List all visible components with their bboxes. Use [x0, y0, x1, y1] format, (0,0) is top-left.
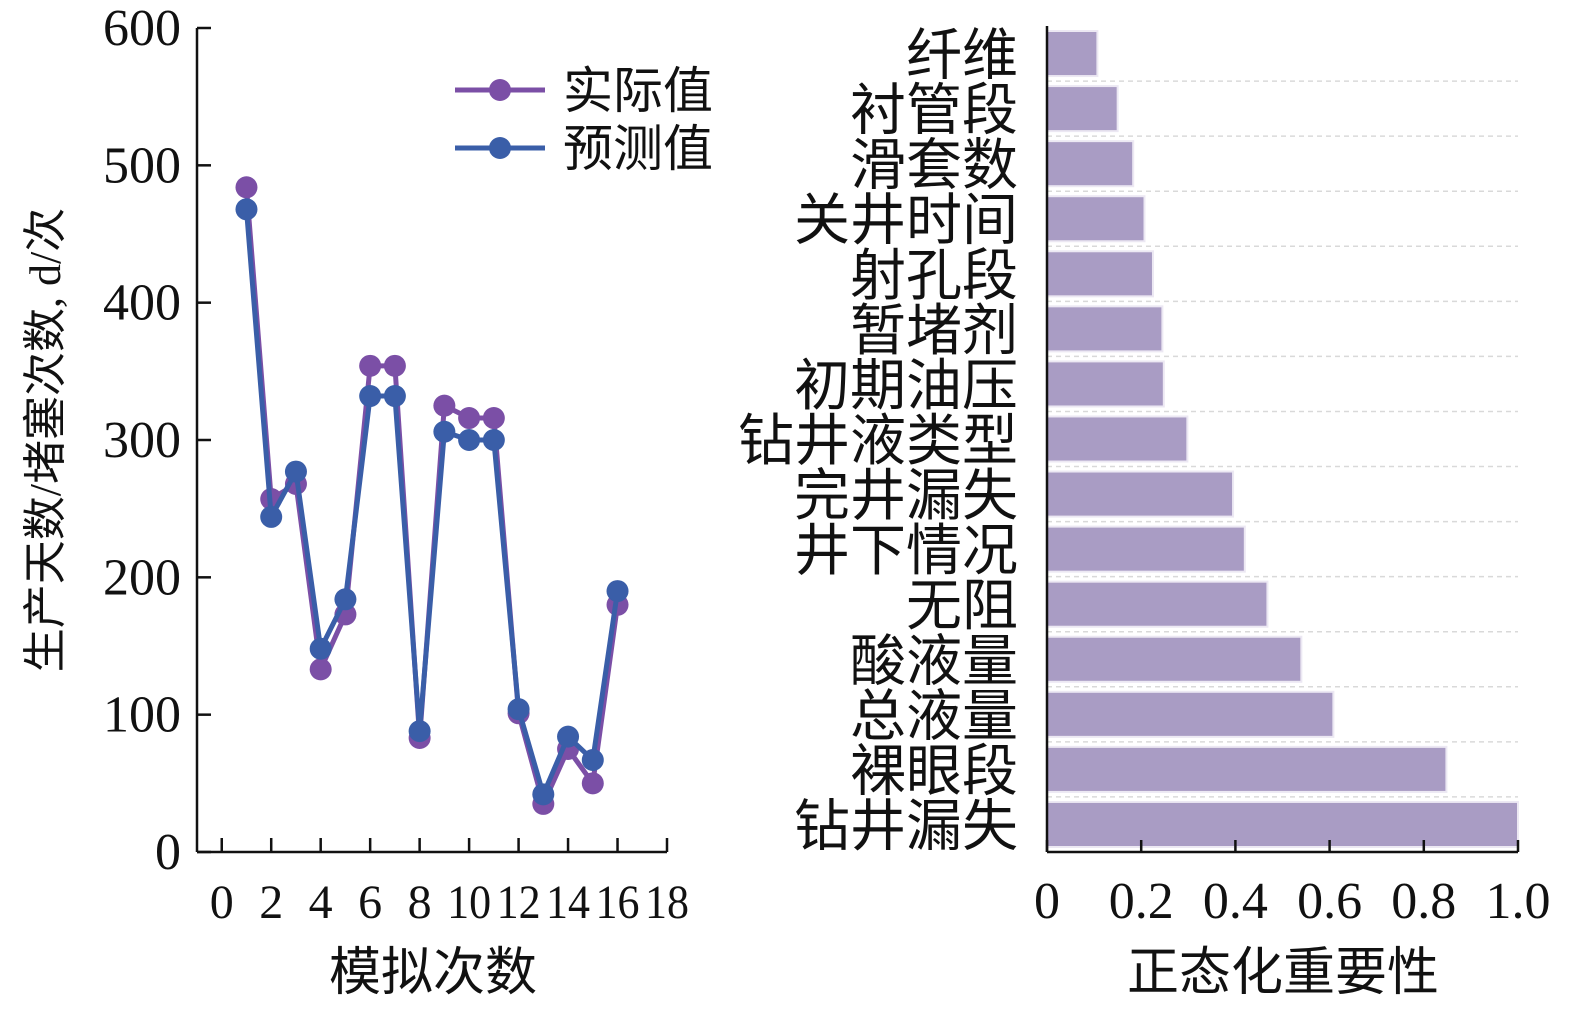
- line-chart-x-tick-label: 4: [309, 876, 333, 929]
- series-1-line: [243, 187, 621, 807]
- bar-chart-x-tick-label: 0.6: [1297, 873, 1362, 930]
- series-2-point: [507, 698, 530, 721]
- bar-category-label: 暂堵剂: [850, 301, 1018, 363]
- line-chart-y-tick-label: 0: [155, 824, 181, 881]
- bar: [1046, 250, 1154, 298]
- series-2-point: [532, 783, 555, 806]
- bar-chart-x-tick-label: 0.2: [1109, 873, 1174, 930]
- bar-category-label: 滑套数: [850, 136, 1018, 198]
- series-2-point: [260, 505, 283, 528]
- bar-category-label: 钻井液类型: [738, 411, 1018, 473]
- line-chart-y-axis-title: 生产天数/堵塞次数, d/次: [21, 208, 70, 672]
- series-2-line: [243, 209, 620, 797]
- bar-category-label: 酸液量: [850, 631, 1018, 693]
- line-chart-x-tick-label: 6: [358, 876, 382, 929]
- series-1-point: [458, 407, 481, 430]
- series-2-point: [309, 637, 332, 660]
- series-2-point: [482, 429, 505, 451]
- legend-swatch-marker: [489, 79, 511, 101]
- bar: [1046, 635, 1303, 683]
- series-2-point: [284, 460, 307, 483]
- line-chart-x-tick-label: 10: [447, 876, 491, 929]
- bar: [1046, 30, 1099, 78]
- legend-entry-label: 预测值: [563, 121, 713, 177]
- line-chart-x-tick-label: 0: [210, 876, 234, 929]
- line-chart-x-tick-label: 16: [596, 876, 640, 929]
- series-2-point: [383, 385, 406, 408]
- bar-category-label: 无阻: [906, 576, 1018, 638]
- series-1-point: [235, 176, 258, 199]
- bar-chart-x-tick-label: 0.4: [1203, 873, 1268, 930]
- bar-category-label: 衬管段: [850, 81, 1018, 143]
- bar: [1046, 470, 1235, 518]
- series-1-point: [433, 394, 456, 417]
- bar: [1046, 140, 1135, 188]
- bar-chart-x-tick-label: 0: [1034, 873, 1060, 930]
- series-2-point: [458, 429, 481, 451]
- series-2-point: [235, 198, 258, 221]
- bar: [1046, 745, 1448, 793]
- series-2-point: [606, 580, 629, 603]
- bar: [1046, 800, 1519, 849]
- line-chart: 模拟次数 生产天数/堵塞次数, d/次 0 100 200 300 400 500 600 0…: [21, 0, 713, 1002]
- series-2-point: [334, 588, 357, 611]
- bar-category-label: 井下情况: [794, 521, 1018, 583]
- line-chart-x-tick-label: 8: [408, 876, 432, 929]
- line-chart-x-axis-title: 模拟次数: [329, 945, 537, 1002]
- bar: [1046, 580, 1269, 628]
- bar: [1046, 690, 1335, 738]
- line-chart-y-tick-label: 500: [103, 137, 181, 194]
- bar-category-label: 纤维: [906, 26, 1018, 88]
- bar-chart-x-axis-title: 正态化重要性: [1127, 945, 1439, 1002]
- line-chart-x-tick-label: 14: [546, 876, 590, 929]
- series-2-point: [557, 725, 580, 748]
- line-chart-y-tick-label: 600: [103, 0, 181, 57]
- bar-chart: 正态化重要性 纤维衬管段滑套数关井时间射孔段暂堵剂初期油压钻井液类型完井漏失井下…: [738, 26, 1551, 1002]
- bar-category-label: 裸眼段: [850, 741, 1018, 803]
- series-2-point: [433, 420, 456, 443]
- bar: [1046, 360, 1165, 408]
- bar: [1046, 525, 1246, 573]
- bar: [1046, 85, 1119, 133]
- line-chart-x-tick-label: 12: [497, 876, 541, 929]
- bar-chart-x-tick-label: 0.8: [1391, 873, 1456, 930]
- series-2-point: [359, 385, 382, 408]
- bar: [1046, 305, 1164, 353]
- series-1-point: [581, 772, 604, 795]
- line-chart-y-tick-label: 200: [103, 549, 181, 606]
- bar-category-label: 射孔段: [850, 246, 1018, 308]
- bar-category-label: 初期油压: [794, 356, 1018, 418]
- line-chart-y-tick-label: 400: [103, 275, 181, 332]
- bar-chart-x-tick-label: 1.0: [1486, 873, 1551, 930]
- legend-entry-label: 实际值: [563, 63, 713, 119]
- bar: [1046, 415, 1189, 463]
- series-1-point: [482, 407, 505, 430]
- bar-category-label: 总液量: [850, 686, 1018, 748]
- bar-category-label: 关井时间: [794, 191, 1018, 253]
- series-2-point: [408, 720, 431, 743]
- line-chart-y-tick-label: 100: [103, 687, 181, 744]
- line-chart-x-tick-label: 2: [259, 876, 283, 929]
- legend-swatch-marker: [489, 137, 511, 159]
- series-2-point: [581, 748, 604, 771]
- line-chart-y-tick-label: 300: [103, 412, 181, 469]
- series-1-point: [383, 354, 406, 377]
- bar-category-label: 完井漏失: [794, 466, 1018, 528]
- series-1-point: [359, 354, 382, 377]
- bar: [1046, 195, 1146, 243]
- bar-category-label: 钻井漏失: [794, 796, 1018, 858]
- line-chart-x-tick-label: 18: [645, 876, 689, 929]
- series-1-point: [309, 658, 332, 681]
